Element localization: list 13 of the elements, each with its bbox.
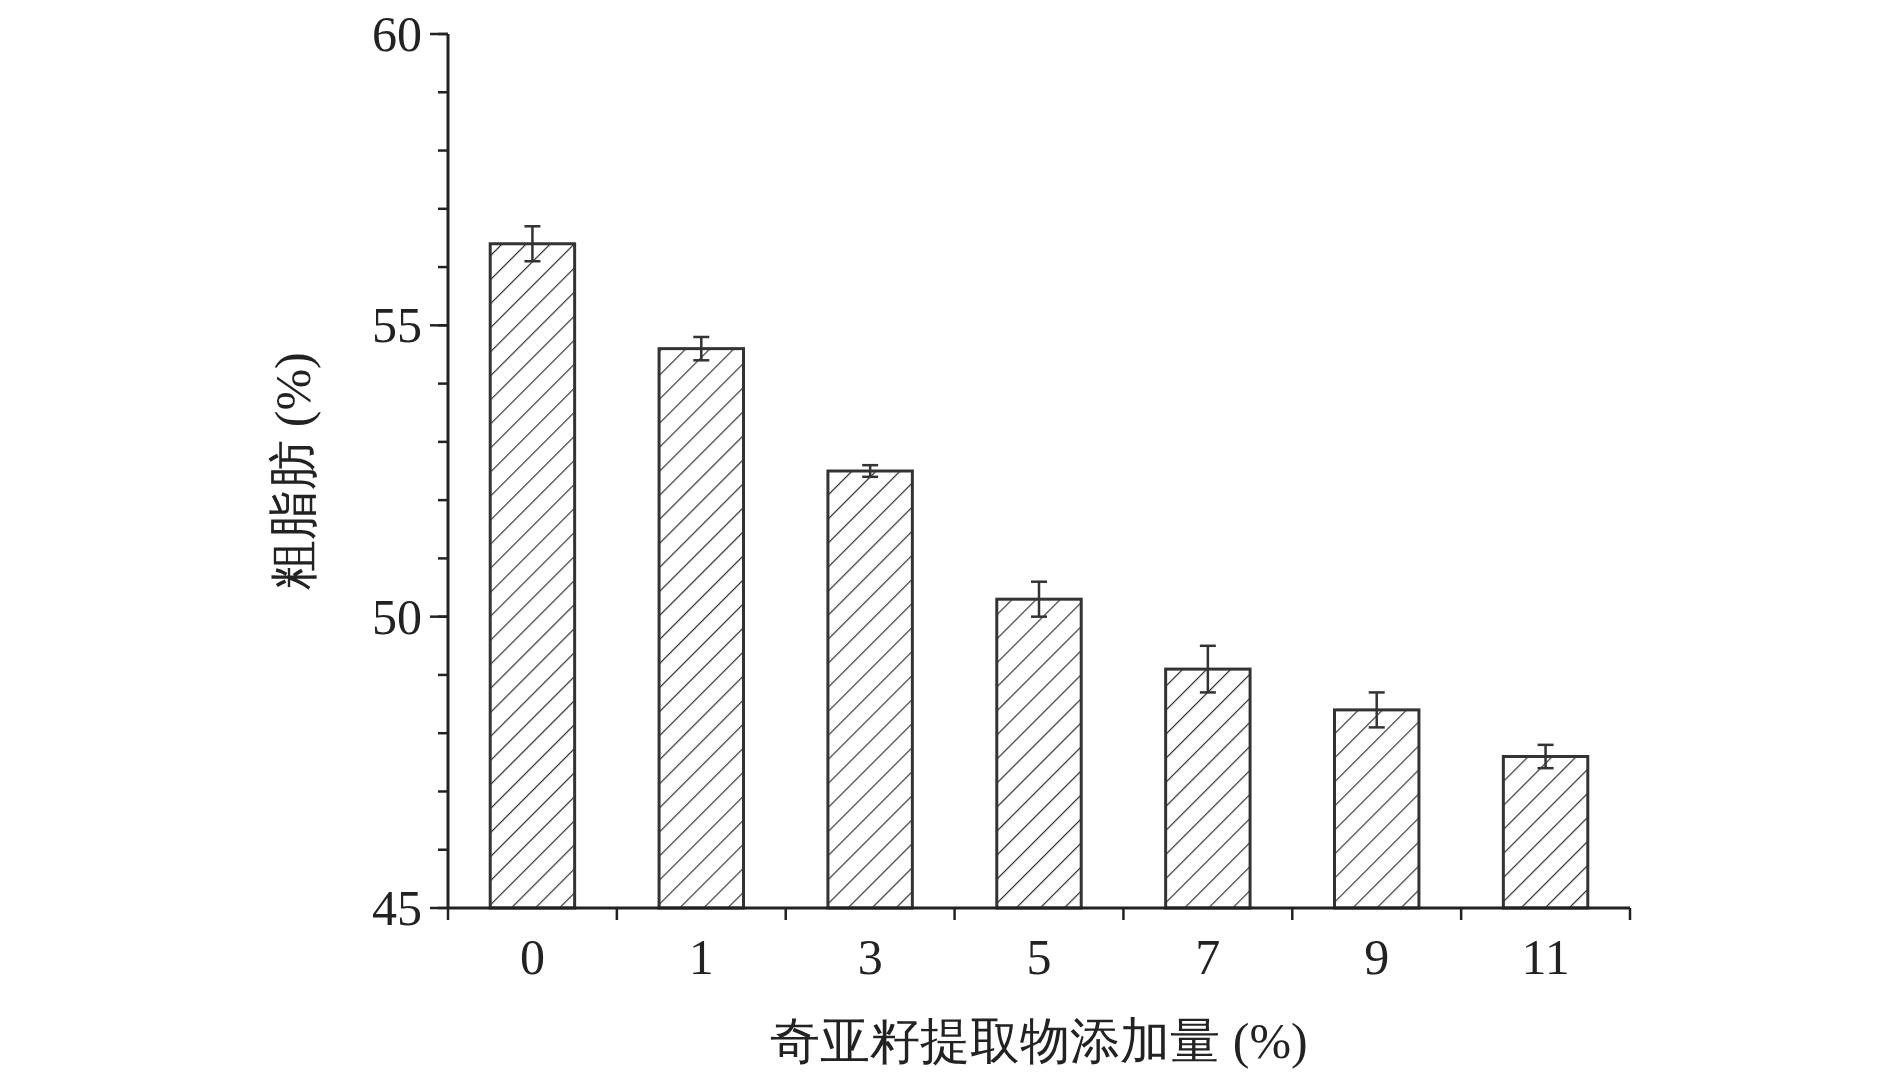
x-tick-label: 9: [1364, 929, 1390, 985]
x-tick-label: 0: [519, 929, 545, 985]
y-tick-label: 45: [372, 880, 422, 936]
x-axis-title: 奇亚籽提取物添加量 (%): [770, 1013, 1308, 1069]
x-tick-label: 5: [1026, 929, 1052, 985]
x-tick-label: 1: [688, 929, 714, 985]
y-tick-label: 55: [372, 297, 422, 354]
x-tick-label: 3: [857, 929, 883, 985]
x-tick-label: 7: [1195, 929, 1221, 985]
x-tick-label: 11: [1521, 929, 1570, 985]
y-tick-label: 60: [372, 6, 422, 62]
y-axis-title: 粗脂肪 (%): [265, 352, 321, 590]
y-tick-label: 50: [372, 588, 422, 645]
